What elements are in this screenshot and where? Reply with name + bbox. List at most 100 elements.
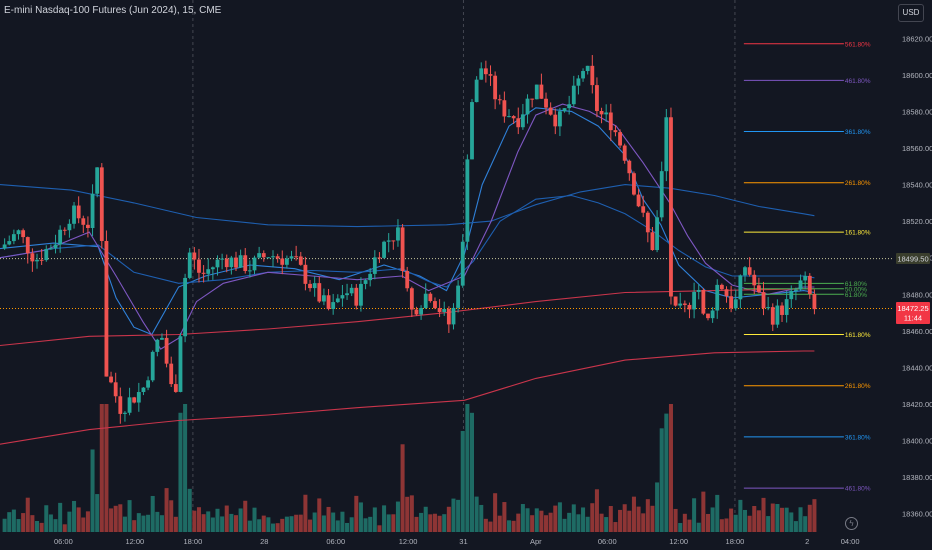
candle-body: [525, 98, 530, 115]
volume-bar: [567, 512, 572, 532]
volume-bar: [673, 508, 678, 532]
candle-body: [632, 173, 636, 195]
moving-average-line: [0, 350, 815, 445]
volume-bar: [25, 497, 30, 532]
volume-bar: [317, 498, 322, 532]
candle-body: [585, 65, 590, 72]
candle-body: [567, 104, 572, 109]
candle-body: [622, 145, 627, 161]
candle-body: [483, 68, 488, 75]
volume-bar: [641, 513, 646, 532]
volume-bar: [127, 500, 132, 532]
volume-bar: [715, 494, 720, 532]
volume-bar: [553, 505, 558, 532]
candle-body: [206, 269, 211, 274]
candle-body: [234, 257, 238, 268]
candle-body: [359, 283, 363, 306]
candle-body: [789, 290, 794, 300]
volume-bar: [534, 508, 539, 532]
volume-bar: [655, 482, 660, 532]
volume-bar: [363, 518, 368, 532]
volume-bar: [812, 499, 817, 532]
time-axis[interactable]: 06:00 12:00 18:00 28 06:00 12:00 31 Apr 06:00 12:…: [0, 532, 932, 550]
volume-bar: [594, 489, 599, 532]
candle-body: [294, 256, 299, 258]
price-axis[interactable]: 18620.00 18600.00 18580.00 18560.00 18540.00…: [895, 0, 932, 550]
volume-bar: [85, 511, 90, 532]
volume-bar: [539, 510, 544, 532]
volume-bar: [104, 404, 109, 532]
volume-bar: [196, 507, 201, 532]
volume-bar: [243, 500, 248, 532]
volume-bar: [326, 506, 331, 532]
candle-body: [48, 248, 53, 250]
volume-bar: [2, 518, 7, 532]
candle-body: [127, 397, 132, 413]
volume-bar: [428, 514, 433, 532]
candle-body: [673, 296, 678, 306]
volume-bar: [16, 519, 21, 532]
candle-body: [419, 308, 424, 315]
candle-body: [2, 244, 7, 249]
candle-body: [784, 299, 789, 315]
y-tick-label: 18620.00: [902, 34, 932, 43]
volume-bar: [627, 510, 632, 532]
x-tick-label: 18:00: [183, 537, 202, 546]
candle-body: [650, 232, 655, 251]
candle-body: [67, 223, 72, 231]
volume-bar: [298, 514, 303, 532]
candle-body: [109, 376, 113, 383]
currency-button[interactable]: USD: [898, 4, 924, 22]
candle-body: [322, 295, 326, 302]
candle-body: [382, 241, 386, 258]
moving-average-line: [0, 184, 815, 228]
candle-body: [118, 396, 123, 414]
volume-bar: [488, 521, 493, 532]
volume-bar: [793, 521, 798, 532]
candle-body: [183, 277, 188, 337]
volume-bar: [784, 507, 789, 532]
volume-bar: [405, 496, 410, 532]
candle-body: [243, 255, 248, 272]
candle-body: [659, 171, 664, 218]
candle-body: [368, 273, 373, 281]
candle-body: [520, 114, 525, 128]
candle-body: [548, 107, 553, 115]
candle-body: [636, 194, 641, 207]
y-tick-label: 18560.00: [902, 144, 932, 153]
volume-bar: [210, 517, 215, 532]
last-price-badge: [896, 302, 930, 324]
volume-bar: [312, 512, 317, 532]
y-tick-label: 18360.00: [902, 510, 932, 519]
x-tick-label: 06:00: [598, 537, 617, 546]
volume-bar: [146, 514, 151, 532]
candle-body: [187, 252, 192, 278]
candle-body: [470, 102, 474, 160]
volume-bar: [506, 520, 512, 532]
candle-body: [386, 240, 391, 242]
lightning-icon[interactable]: ϟ: [845, 517, 858, 530]
volume-bar: [289, 516, 294, 532]
candle-body: [618, 132, 622, 146]
volume-bar: [155, 511, 160, 532]
volume-bar: [308, 519, 313, 532]
volume-bar: [95, 494, 100, 532]
volume-bar: [437, 515, 442, 532]
candle-body: [141, 387, 146, 393]
x-tick-label: 28: [260, 537, 268, 546]
volume-bar: [581, 507, 586, 532]
candle-body: [238, 255, 243, 268]
volume-bar: [659, 428, 664, 532]
candle-body: [252, 257, 257, 271]
volume-bar: [775, 503, 780, 532]
volume-bar: [164, 488, 169, 532]
candle-body: [604, 112, 609, 115]
volume-bar: [668, 404, 673, 532]
volume-bar: [636, 506, 641, 532]
volume-bar: [687, 519, 692, 532]
x-tick-label: 06:00: [326, 537, 345, 546]
volume-bar: [692, 498, 697, 532]
fib-level-label: 261.80%: [845, 383, 871, 390]
volume-bar: [599, 513, 604, 532]
